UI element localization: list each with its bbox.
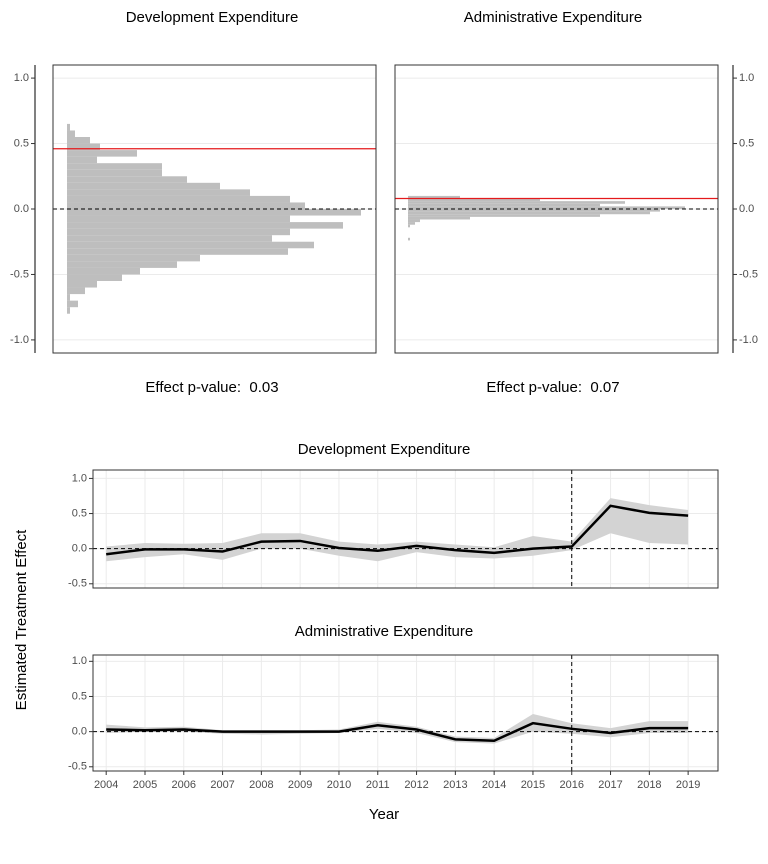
x-tick-label: 2008 [249, 779, 273, 791]
y-tick-label: -1.0 [10, 334, 29, 346]
panel-title: Administrative Expenditure [295, 623, 473, 640]
y-tick-label: 1.0 [14, 72, 29, 84]
y-tick-label: 0.0 [739, 203, 754, 215]
histogram-bar [408, 219, 420, 223]
y-tick-label: 0.5 [72, 507, 87, 519]
x-tick-label: 2014 [482, 779, 506, 791]
histogram-bar [67, 248, 288, 255]
x-tick-label: 2005 [133, 779, 157, 791]
histogram-bar [408, 198, 540, 202]
histogram-bar [67, 254, 200, 262]
x-tick-label: 2011 [366, 779, 390, 791]
panel-border [92, 469, 719, 589]
x-tick-label: 2019 [676, 779, 700, 791]
histogram-bar [67, 137, 90, 144]
effect-line [106, 504, 689, 556]
histogram-bar [408, 206, 685, 209]
y-tick-label: -1.0 [739, 334, 758, 346]
y-tick-label: -0.5 [10, 268, 29, 280]
panel-border [52, 64, 377, 354]
x-axis-label: Year [369, 806, 399, 823]
x-tick-label: 2013 [443, 779, 467, 791]
panel-border [394, 64, 719, 354]
histogram-bar [408, 214, 600, 217]
histogram-bar [67, 274, 122, 281]
histogram-bar [67, 287, 85, 295]
histogram-bar [67, 169, 162, 177]
confidence-band [106, 714, 689, 744]
histogram-bar [408, 224, 410, 228]
y-tick-label: -0.5 [68, 578, 87, 590]
panel-title: Development Expenditure [126, 9, 299, 26]
histogram-bar [67, 215, 290, 223]
panel-border [92, 654, 719, 772]
histogram-bar [408, 222, 415, 225]
y-tick-label: 0.0 [72, 543, 87, 555]
y-tick-label: 1.0 [72, 472, 87, 484]
histogram-bar [67, 182, 220, 190]
x-tick-label: 2012 [404, 779, 428, 791]
histogram-bar [67, 222, 343, 229]
x-tick-label: 2010 [327, 779, 351, 791]
histogram-bar [67, 261, 177, 268]
histogram-bar [408, 237, 410, 241]
histogram-bar [67, 281, 97, 288]
histogram-bar [67, 267, 140, 275]
y-tick-label: 0.5 [14, 137, 29, 149]
histogram-bar [408, 216, 470, 220]
x-tick-label: 2017 [598, 779, 622, 791]
x-tick-label: 2016 [559, 779, 583, 791]
x-tick-label: 2015 [521, 779, 545, 791]
histogram-bar [67, 130, 75, 137]
histogram-bar [67, 307, 70, 314]
histogram-bar [408, 203, 600, 207]
x-tick-label: 2007 [210, 779, 234, 791]
y-tick-label: 1.0 [72, 655, 87, 667]
histogram-bar [67, 189, 250, 196]
histogram-bar [67, 156, 97, 164]
y-tick-label: 0.5 [72, 690, 87, 702]
x-tick-label: 2004 [94, 779, 118, 791]
histogram-bar [67, 163, 162, 170]
histogram-bar [67, 202, 305, 209]
y-tick-label: 0.5 [739, 137, 754, 149]
y-tick-label: 0.0 [14, 203, 29, 215]
histogram-bar [408, 211, 650, 215]
panel-title: Administrative Expenditure [464, 9, 642, 26]
histogram-bar [67, 209, 361, 216]
histogram-bar [67, 176, 187, 183]
histogram-bar [67, 228, 290, 236]
histogram-bar [408, 201, 625, 204]
annotation: Effect p-value: 0.07 [486, 379, 619, 396]
histogram-bar [67, 123, 70, 131]
histogram-bar [67, 195, 290, 203]
y-tick-label: 0.0 [72, 726, 87, 738]
histogram-bar [67, 235, 272, 242]
effect-line [106, 721, 689, 743]
histogram-bar [67, 300, 78, 308]
histogram-bar [67, 143, 100, 151]
y-tick-label: 1.0 [739, 72, 754, 84]
confidence-band [106, 498, 689, 562]
histogram-bar [408, 195, 460, 199]
y-tick-label: -0.5 [68, 761, 87, 773]
histogram-bar [67, 241, 314, 249]
annotation: Effect p-value: 0.03 [145, 379, 278, 396]
x-tick-label: 2006 [172, 779, 196, 791]
y-tick-label: -0.5 [739, 268, 758, 280]
panel-title: Development Expenditure [298, 441, 471, 458]
x-tick-label: 2009 [288, 779, 312, 791]
histogram-bar [67, 150, 137, 157]
x-tick-label: 2018 [637, 779, 661, 791]
histogram-bar [67, 294, 70, 301]
y-axis-label: Estimated Treatment Effect [13, 529, 30, 710]
histogram-bar [408, 209, 660, 212]
